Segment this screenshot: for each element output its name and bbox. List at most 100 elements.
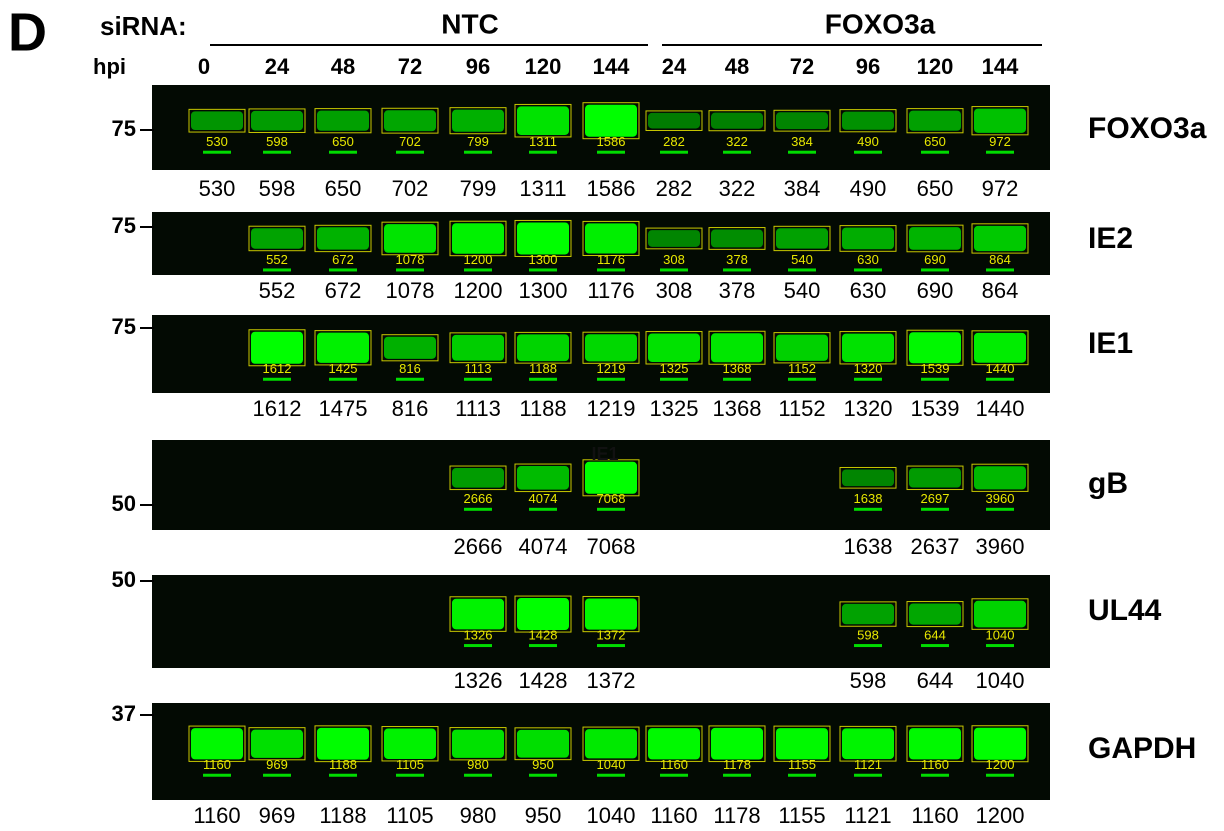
- band-label: 1586: [597, 134, 626, 149]
- band-label-underline: [660, 774, 688, 777]
- value-label: 1078: [386, 278, 435, 303]
- band-label-underline: [464, 151, 492, 154]
- band: [585, 223, 637, 253]
- band: [909, 227, 961, 250]
- band: [648, 334, 700, 362]
- band: [452, 468, 504, 488]
- band-label-underline: [529, 644, 557, 647]
- band-label-underline: [723, 378, 751, 381]
- band-label: 1325: [660, 361, 689, 376]
- marker-label: 75: [112, 314, 136, 339]
- band: [842, 112, 894, 130]
- band-label-underline: [464, 644, 492, 647]
- band-label: 644: [924, 627, 946, 642]
- band: [384, 337, 436, 359]
- band-label: 690: [924, 252, 946, 267]
- band-label-underline: [203, 774, 231, 777]
- band: [909, 332, 961, 363]
- band-label-underline: [263, 151, 291, 154]
- band-label: 490: [857, 134, 879, 149]
- band-label-underline: [788, 268, 816, 271]
- band-label-underline: [329, 268, 357, 271]
- value-label: 1612: [253, 396, 302, 421]
- band-label: 282: [663, 134, 685, 149]
- band-label-underline: [723, 268, 751, 271]
- band: [585, 334, 637, 361]
- value-label: 1121: [844, 803, 891, 828]
- band-label: 1440: [986, 361, 1015, 376]
- band-label-underline: [986, 774, 1014, 777]
- band: [517, 222, 569, 254]
- timepoint-label: 0: [198, 54, 210, 79]
- band: [711, 230, 763, 248]
- value-label: 384: [784, 176, 821, 201]
- band-label: 1638: [854, 491, 883, 506]
- band-label-underline: [464, 508, 492, 511]
- value-label: 969: [259, 803, 296, 828]
- band: [517, 334, 569, 361]
- marker-label: 50: [112, 491, 136, 516]
- band-label: 650: [332, 134, 354, 149]
- band: [384, 729, 436, 759]
- band-label: 672: [332, 252, 354, 267]
- band-label-underline: [396, 774, 424, 777]
- band-label-underline: [263, 268, 291, 271]
- value-label: 1152: [778, 396, 825, 421]
- band-label: 1300: [529, 252, 558, 267]
- band-label: 702: [399, 134, 421, 149]
- band: [711, 333, 763, 362]
- marker-label: 75: [112, 116, 136, 141]
- band-label-underline: [854, 151, 882, 154]
- band-label: 980: [467, 757, 489, 772]
- band-label-underline: [921, 644, 949, 647]
- value-label: 1300: [519, 278, 568, 303]
- band: [842, 728, 894, 759]
- band-label-underline: [921, 508, 949, 511]
- band: [317, 111, 369, 131]
- band-label: 1200: [986, 757, 1015, 772]
- panel-label: D: [8, 2, 47, 62]
- blot-name: IE2: [1088, 222, 1133, 255]
- band-label-underline: [529, 508, 557, 511]
- value-label: 1638: [844, 534, 893, 559]
- band-label-underline: [464, 774, 492, 777]
- value-label: 1320: [844, 396, 893, 421]
- marker-label: 37: [112, 701, 136, 726]
- band-label-underline: [597, 268, 625, 271]
- band-label: 1188: [329, 757, 357, 772]
- band-label: 1326: [464, 627, 493, 642]
- timepoint-label: 24: [662, 54, 687, 79]
- band-label-underline: [329, 151, 357, 154]
- band: [585, 729, 637, 758]
- band: [842, 604, 894, 624]
- band-label: 308: [663, 252, 685, 267]
- value-label: 2666: [454, 534, 503, 559]
- band-label-underline: [597, 508, 625, 511]
- timepoint-label: 96: [466, 54, 490, 79]
- band-label: 2697: [921, 491, 950, 506]
- band-label: 1176: [597, 252, 625, 267]
- value-label: 3960: [976, 534, 1025, 559]
- band-label-underline: [921, 151, 949, 154]
- value-label: 672: [325, 278, 362, 303]
- band-label: 1178: [723, 757, 751, 772]
- value-label: 1475: [319, 396, 368, 421]
- band-label: 969: [266, 757, 288, 772]
- band: [842, 228, 894, 250]
- timepoint-label: 144: [982, 54, 1019, 79]
- value-label: 1586: [587, 176, 636, 201]
- value-label: 4074: [519, 534, 568, 559]
- band-label: 950: [532, 757, 554, 772]
- band: [585, 105, 637, 137]
- band-label: 2666: [464, 491, 493, 506]
- band-label: 1078: [396, 252, 425, 267]
- band-label-underline: [723, 151, 751, 154]
- band-label-underline: [464, 378, 492, 381]
- band: [776, 728, 828, 759]
- value-label: 1440: [976, 396, 1025, 421]
- timepoint-label: 24: [265, 54, 290, 79]
- band-label: 1612: [263, 361, 292, 376]
- value-label: 1188: [519, 396, 566, 421]
- band-label-underline: [723, 774, 751, 777]
- timepoint-label: 72: [790, 54, 814, 79]
